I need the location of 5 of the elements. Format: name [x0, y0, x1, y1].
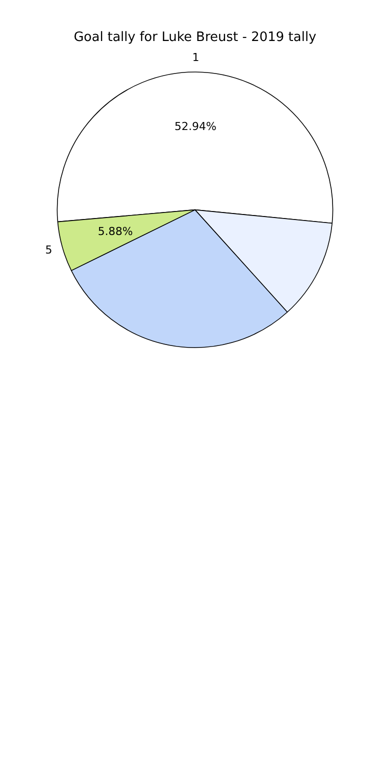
- slice-label: 1: [192, 50, 200, 64]
- chart-title: Goal tally for Luke Breust - 2019 tally: [74, 30, 317, 46]
- data-label: 52.94%: [174, 120, 216, 133]
- slice-label: 5: [45, 243, 52, 256]
- data-label: 5.88%: [98, 224, 133, 238]
